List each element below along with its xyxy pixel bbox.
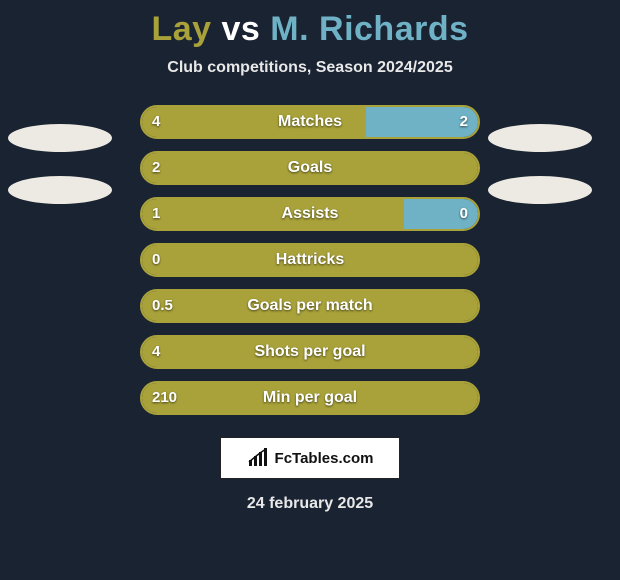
stat-bar-left xyxy=(142,153,478,183)
stat-bar-right xyxy=(366,107,478,137)
stat-bar-left xyxy=(142,199,404,229)
stat-bar-track xyxy=(140,243,480,277)
stat-bar-left xyxy=(142,383,478,413)
chart-icon xyxy=(247,448,271,468)
stat-bar-left xyxy=(142,245,478,275)
subtitle: Club competitions, Season 2024/2025 xyxy=(0,59,620,77)
player2-name: M. Richards xyxy=(270,10,468,48)
watermark-logo: FcTables.com xyxy=(220,437,400,479)
stat-bar-left xyxy=(142,291,478,321)
stat-bar-track xyxy=(140,197,480,231)
club-badge-placeholder xyxy=(488,124,592,152)
stat-row: Min per goal210 xyxy=(0,381,620,415)
stat-bar-left xyxy=(142,337,478,367)
comparison-title: Lay vs M. Richards xyxy=(0,0,620,49)
stat-bar-track xyxy=(140,105,480,139)
stat-row: Shots per goal4 xyxy=(0,335,620,369)
club-badge-placeholder xyxy=(8,124,112,152)
stat-bar-track xyxy=(140,381,480,415)
stat-bar-right xyxy=(404,199,478,229)
date-text: 24 february 2025 xyxy=(0,495,620,513)
stat-bar-track xyxy=(140,335,480,369)
stat-row: Hattricks0 xyxy=(0,243,620,277)
stat-row: Goals per match0.5 xyxy=(0,289,620,323)
stat-bar-track xyxy=(140,289,480,323)
stat-bar-left xyxy=(142,107,366,137)
club-badge-placeholder xyxy=(8,176,112,204)
stat-bar-track xyxy=(140,151,480,185)
club-badge-placeholder xyxy=(488,176,592,204)
vs-text: vs xyxy=(222,10,261,48)
watermark-text: FcTables.com xyxy=(275,450,374,467)
player1-name: Lay xyxy=(151,10,211,48)
